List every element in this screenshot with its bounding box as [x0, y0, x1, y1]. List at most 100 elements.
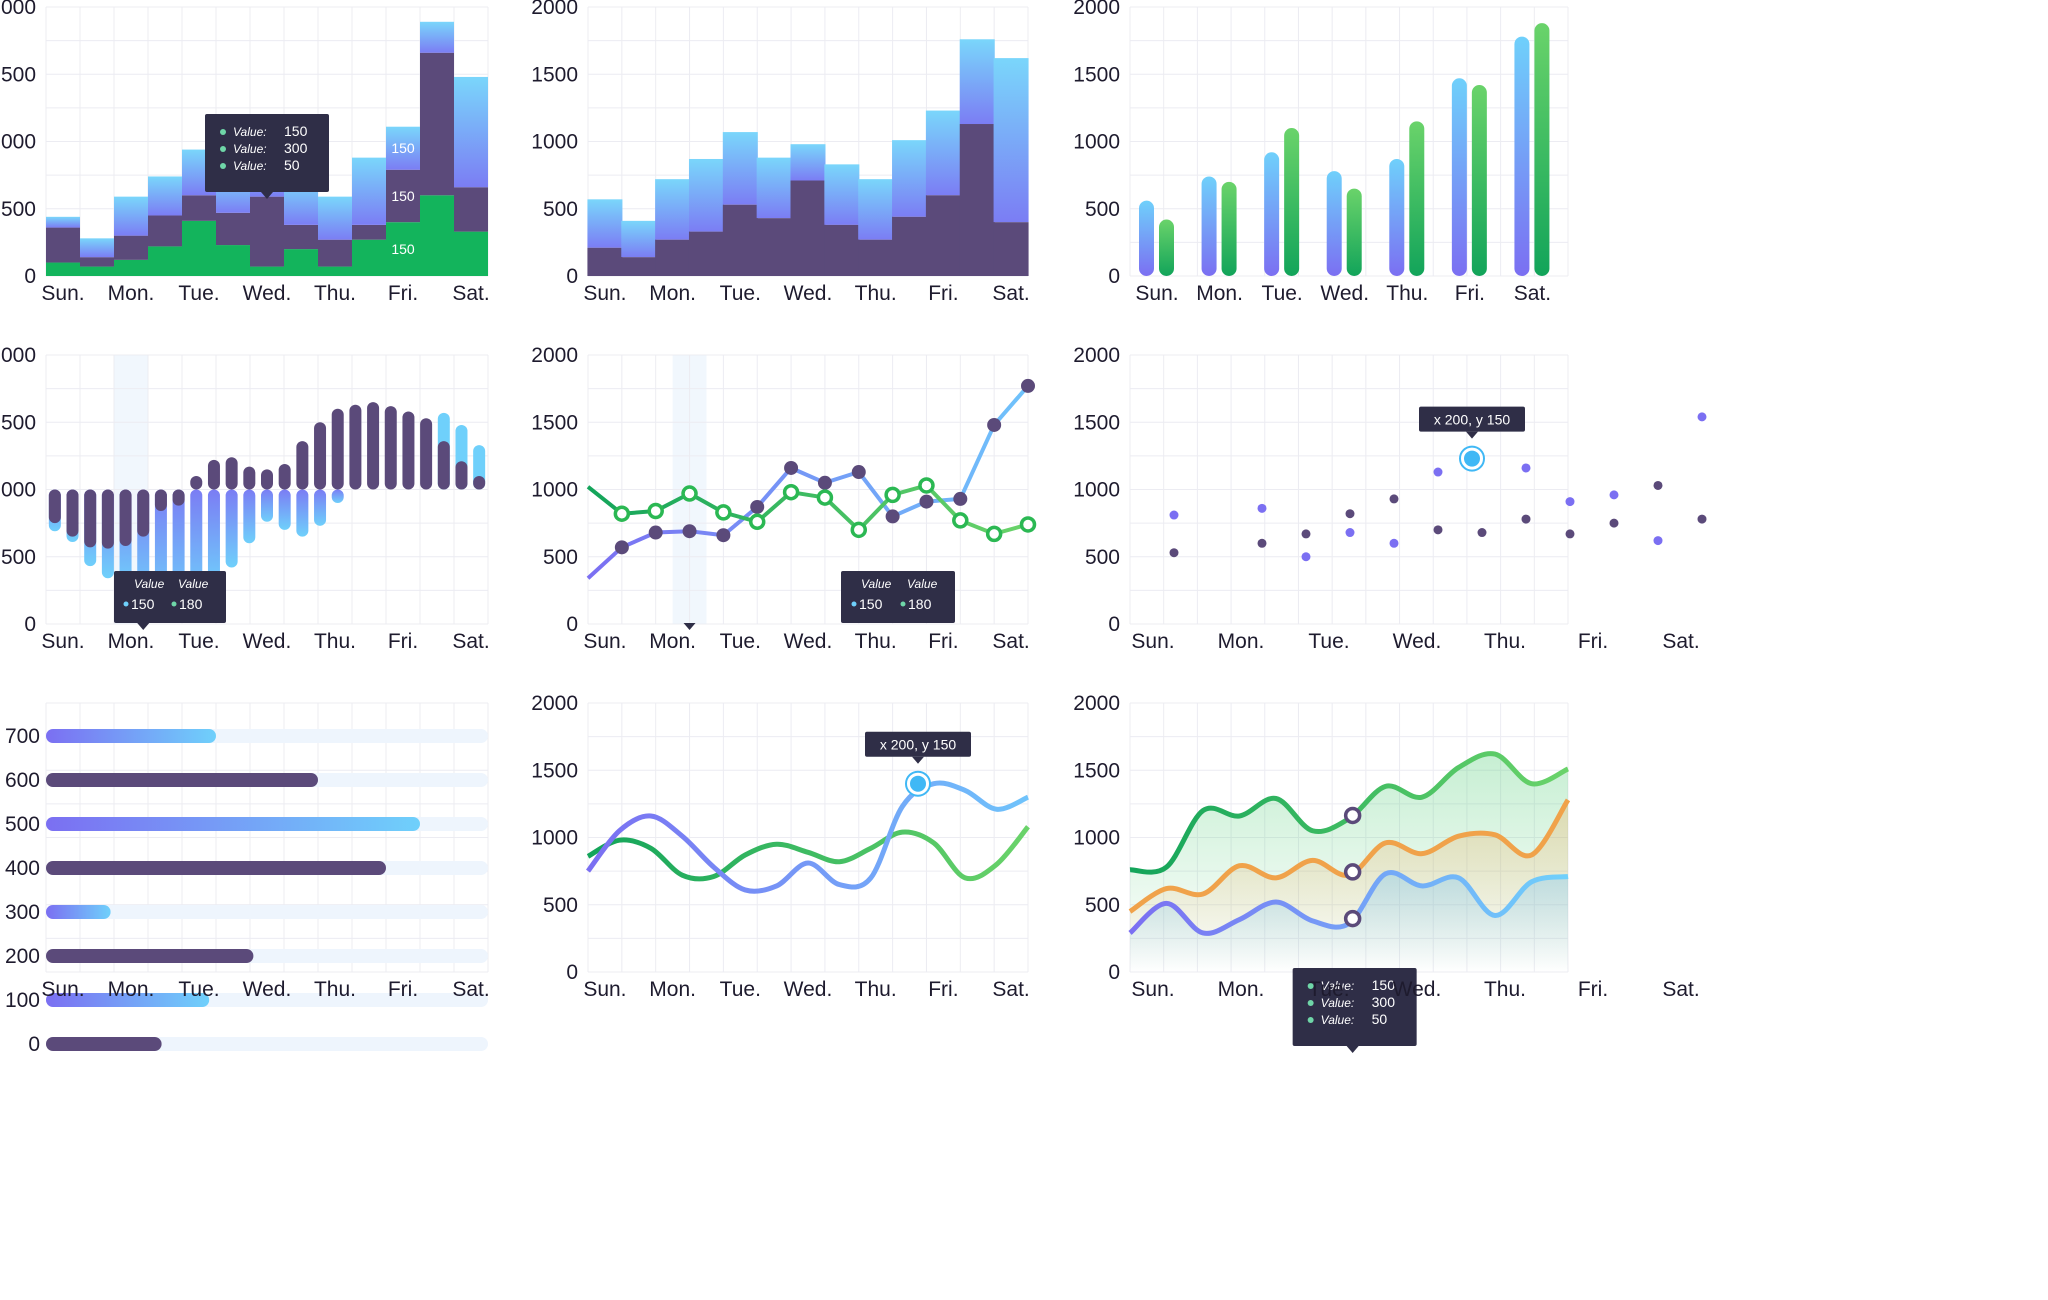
bar-blue	[261, 489, 273, 522]
x-tick-label: Wed.	[243, 282, 292, 305]
bar-segment-green	[250, 266, 284, 276]
bar-purple	[225, 457, 238, 490]
bar-purple	[66, 489, 79, 537]
bar-segment-base	[756, 218, 792, 276]
scatter-point-purple	[1521, 514, 1531, 524]
x-tick-label: Sun.	[583, 282, 626, 305]
y-tick-label: 0	[566, 961, 578, 984]
bar-purple	[420, 418, 433, 490]
y-tick-label: 2000	[1073, 0, 1120, 19]
x-tick-label: Sun.	[1131, 978, 1174, 1001]
bar-blue	[296, 489, 309, 537]
bar-pill-blue	[1451, 78, 1467, 276]
y-tick-label: 1000	[1073, 479, 1120, 502]
x-tick-label: Fri.	[928, 630, 958, 653]
y-tick-label: 600	[5, 769, 40, 792]
scatter-point-violet	[1389, 538, 1399, 548]
y-tick-label: 400	[5, 857, 40, 880]
tooltip-text: x 200, y 150	[880, 737, 956, 753]
bar-pill-green	[1471, 85, 1487, 276]
marker-green	[748, 513, 766, 531]
bar-segment-blue	[114, 196, 148, 236]
tooltip-pointer	[261, 192, 273, 199]
x-tick-label: Sun.	[41, 978, 84, 1001]
bar-segment-top	[824, 164, 860, 225]
x-tick-label: Thu.	[855, 630, 897, 653]
bar-purple	[154, 489, 167, 512]
bar-blue	[278, 489, 291, 530]
tooltip-value: 50	[1372, 1011, 1388, 1027]
x-tick-label: Sun.	[583, 978, 626, 1001]
scatter-point-violet	[1345, 528, 1355, 538]
x-tick-label: Sat.	[452, 630, 489, 653]
bar-segment-top	[722, 132, 758, 205]
scatter-point-violet	[1653, 536, 1663, 546]
x-tick-label: Sun.	[583, 630, 626, 653]
y-tick-label: 1000	[1073, 131, 1120, 154]
marker-purple	[987, 417, 1002, 432]
bar-blue	[243, 489, 256, 544]
marker-purple	[750, 499, 765, 514]
y-tick-label: 2000	[0, 344, 36, 367]
bar-purple	[48, 489, 61, 524]
x-tick-label: Fri.	[388, 630, 418, 653]
bar-segment-base	[722, 204, 758, 276]
scatter-point-purple	[1345, 509, 1355, 519]
marker-green	[952, 512, 969, 529]
scatter-point-violet	[1433, 467, 1443, 477]
bar-horizontal	[46, 993, 210, 1007]
bar-segment-top	[655, 179, 691, 240]
tooltip-value: 180	[179, 596, 203, 612]
scatter-point-purple	[1477, 528, 1487, 538]
bar-segment-purple	[454, 187, 488, 232]
tooltip-pointer	[683, 623, 696, 630]
scatter-point-purple	[1565, 529, 1575, 539]
bar-segment-top	[993, 58, 1029, 223]
bar-segment-green	[454, 231, 488, 276]
bar-segment-green	[216, 245, 250, 276]
bar-segment-green	[148, 246, 182, 276]
bar-segment-base	[925, 195, 961, 276]
x-tick-label: Fri.	[928, 282, 958, 305]
tooltip-value: 50	[284, 157, 300, 173]
marker-green	[782, 483, 800, 501]
x-tick-label: Fri.	[1578, 630, 1608, 653]
bar-segment-blue	[80, 238, 114, 258]
tooltip-box	[1419, 406, 1525, 432]
bar-segment-top	[688, 158, 724, 232]
tooltip-dot	[900, 601, 906, 607]
scatter-point-purple	[1389, 494, 1399, 504]
stacked-bar-chart-2: 0 500 1000 1500 2000 Sun. Mon. Tue. Wed. Thu. Fri.…	[531, 0, 1029, 305]
bar-horizontal	[46, 905, 111, 919]
bar-pill-green	[1221, 181, 1237, 276]
bar-segment-base	[824, 224, 860, 276]
y-tick-label: 0	[24, 265, 36, 288]
x-tick-label: Mon.	[108, 282, 155, 305]
bar-segment-base	[621, 257, 657, 276]
bar-segment-green	[420, 195, 454, 276]
stacked-bar-chart-1: 0 500 1000 1500 2000 150 150 150 Value: 150 Value:…	[0, 0, 490, 305]
bar-segment-blue	[148, 176, 182, 216]
marker-green	[715, 504, 732, 521]
y-tick-label: 500	[1085, 198, 1120, 221]
bar-purple	[349, 404, 362, 490]
y-tick-label: 200	[5, 945, 40, 968]
bar-purple	[384, 406, 397, 490]
y-tick-label: 500	[1085, 546, 1120, 569]
y-tick-label: 2000	[531, 692, 578, 715]
tooltip-box	[205, 114, 329, 192]
bar-segment-blue	[454, 76, 488, 188]
tooltip-label: Value:	[233, 125, 267, 139]
x-tick-label: Tue.	[178, 630, 219, 653]
area-fill-blue	[1130, 872, 1568, 972]
tooltip-dot	[1307, 1000, 1314, 1006]
tooltip-dot	[1307, 983, 1314, 989]
x-tick-label: Thu.	[1484, 630, 1526, 653]
bar-purple	[172, 489, 185, 506]
y-tick-label: 1000	[0, 479, 36, 502]
x-tick-label: Fri.	[388, 978, 418, 1001]
marker-purple	[885, 509, 900, 524]
x-tick-label: Mon.	[649, 282, 696, 305]
x-tick-label: Mon.	[1218, 630, 1265, 653]
marker-purple	[784, 460, 799, 475]
